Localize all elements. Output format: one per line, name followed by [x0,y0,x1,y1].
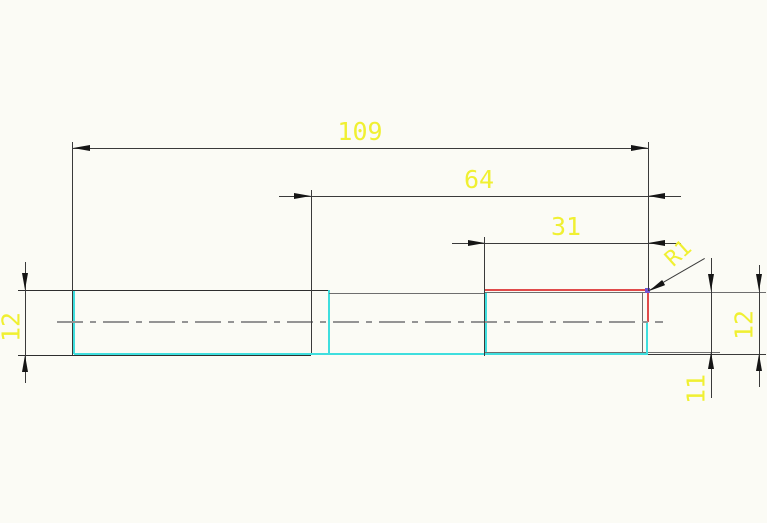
dim-text-left-diameter[interactable]: 12 [0,311,26,343]
arrowhead-109-right [631,145,648,151]
arrowhead-12L-bottom [22,355,28,372]
shaft-right-top-edge-selected[interactable] [485,289,649,291]
extension-line-109-right[interactable] [648,142,649,291]
shaft-right-top-edge[interactable] [485,292,766,293]
shaft-left-top-edge[interactable] [18,290,329,291]
arrowhead-12R-top [756,274,762,291]
arrowhead-12L-top [22,273,28,290]
dim-line-109[interactable] [73,148,648,149]
shaft-step2-edge[interactable] [485,293,487,354]
arrowhead-11-top [708,274,714,291]
dim-line-11[interactable] [711,258,712,398]
extension-line-31-left[interactable] [484,237,485,356]
extension-line-109-left[interactable] [72,142,73,355]
shaft-bottom-edge-selected[interactable] [74,353,648,355]
dim-text-right-diameter[interactable]: 12 [729,309,759,341]
dim-text-end-length[interactable]: 31 [550,212,582,241]
arrowhead-31-right [648,240,665,246]
dim-text-inner-diameter[interactable]: 11 [681,373,711,405]
dim-text-total-length[interactable]: 109 [337,117,383,146]
dim-line-12-right[interactable] [759,265,760,387]
shaft-end-face-upper-selected[interactable] [647,291,649,322]
arrowhead-31-left [468,240,485,246]
arrowhead-64-right [648,193,665,199]
shaft-centerline[interactable] [57,321,663,323]
arrowhead-11-bottom [708,352,714,369]
shaft-right-bottom-edge[interactable] [485,352,720,353]
shaft-middle-top-edge[interactable] [329,293,486,294]
dim-line-64[interactable] [279,196,681,197]
snap-marker [645,288,650,293]
shaft-left-bottom-edge[interactable] [18,355,311,356]
extension-line-12R-bottom[interactable] [648,354,766,355]
dim-text-mid-length[interactable]: 64 [463,165,495,194]
shaft-end-face-lower-selected[interactable] [646,322,648,353]
arrowhead-12R-bottom [756,354,762,371]
dim-line-31[interactable] [452,243,681,244]
dim-line-12-left[interactable] [25,262,26,383]
arrowhead-64-left [294,193,311,199]
arrowhead-109-left [73,145,90,151]
extension-line-64-left[interactable] [311,190,312,353]
